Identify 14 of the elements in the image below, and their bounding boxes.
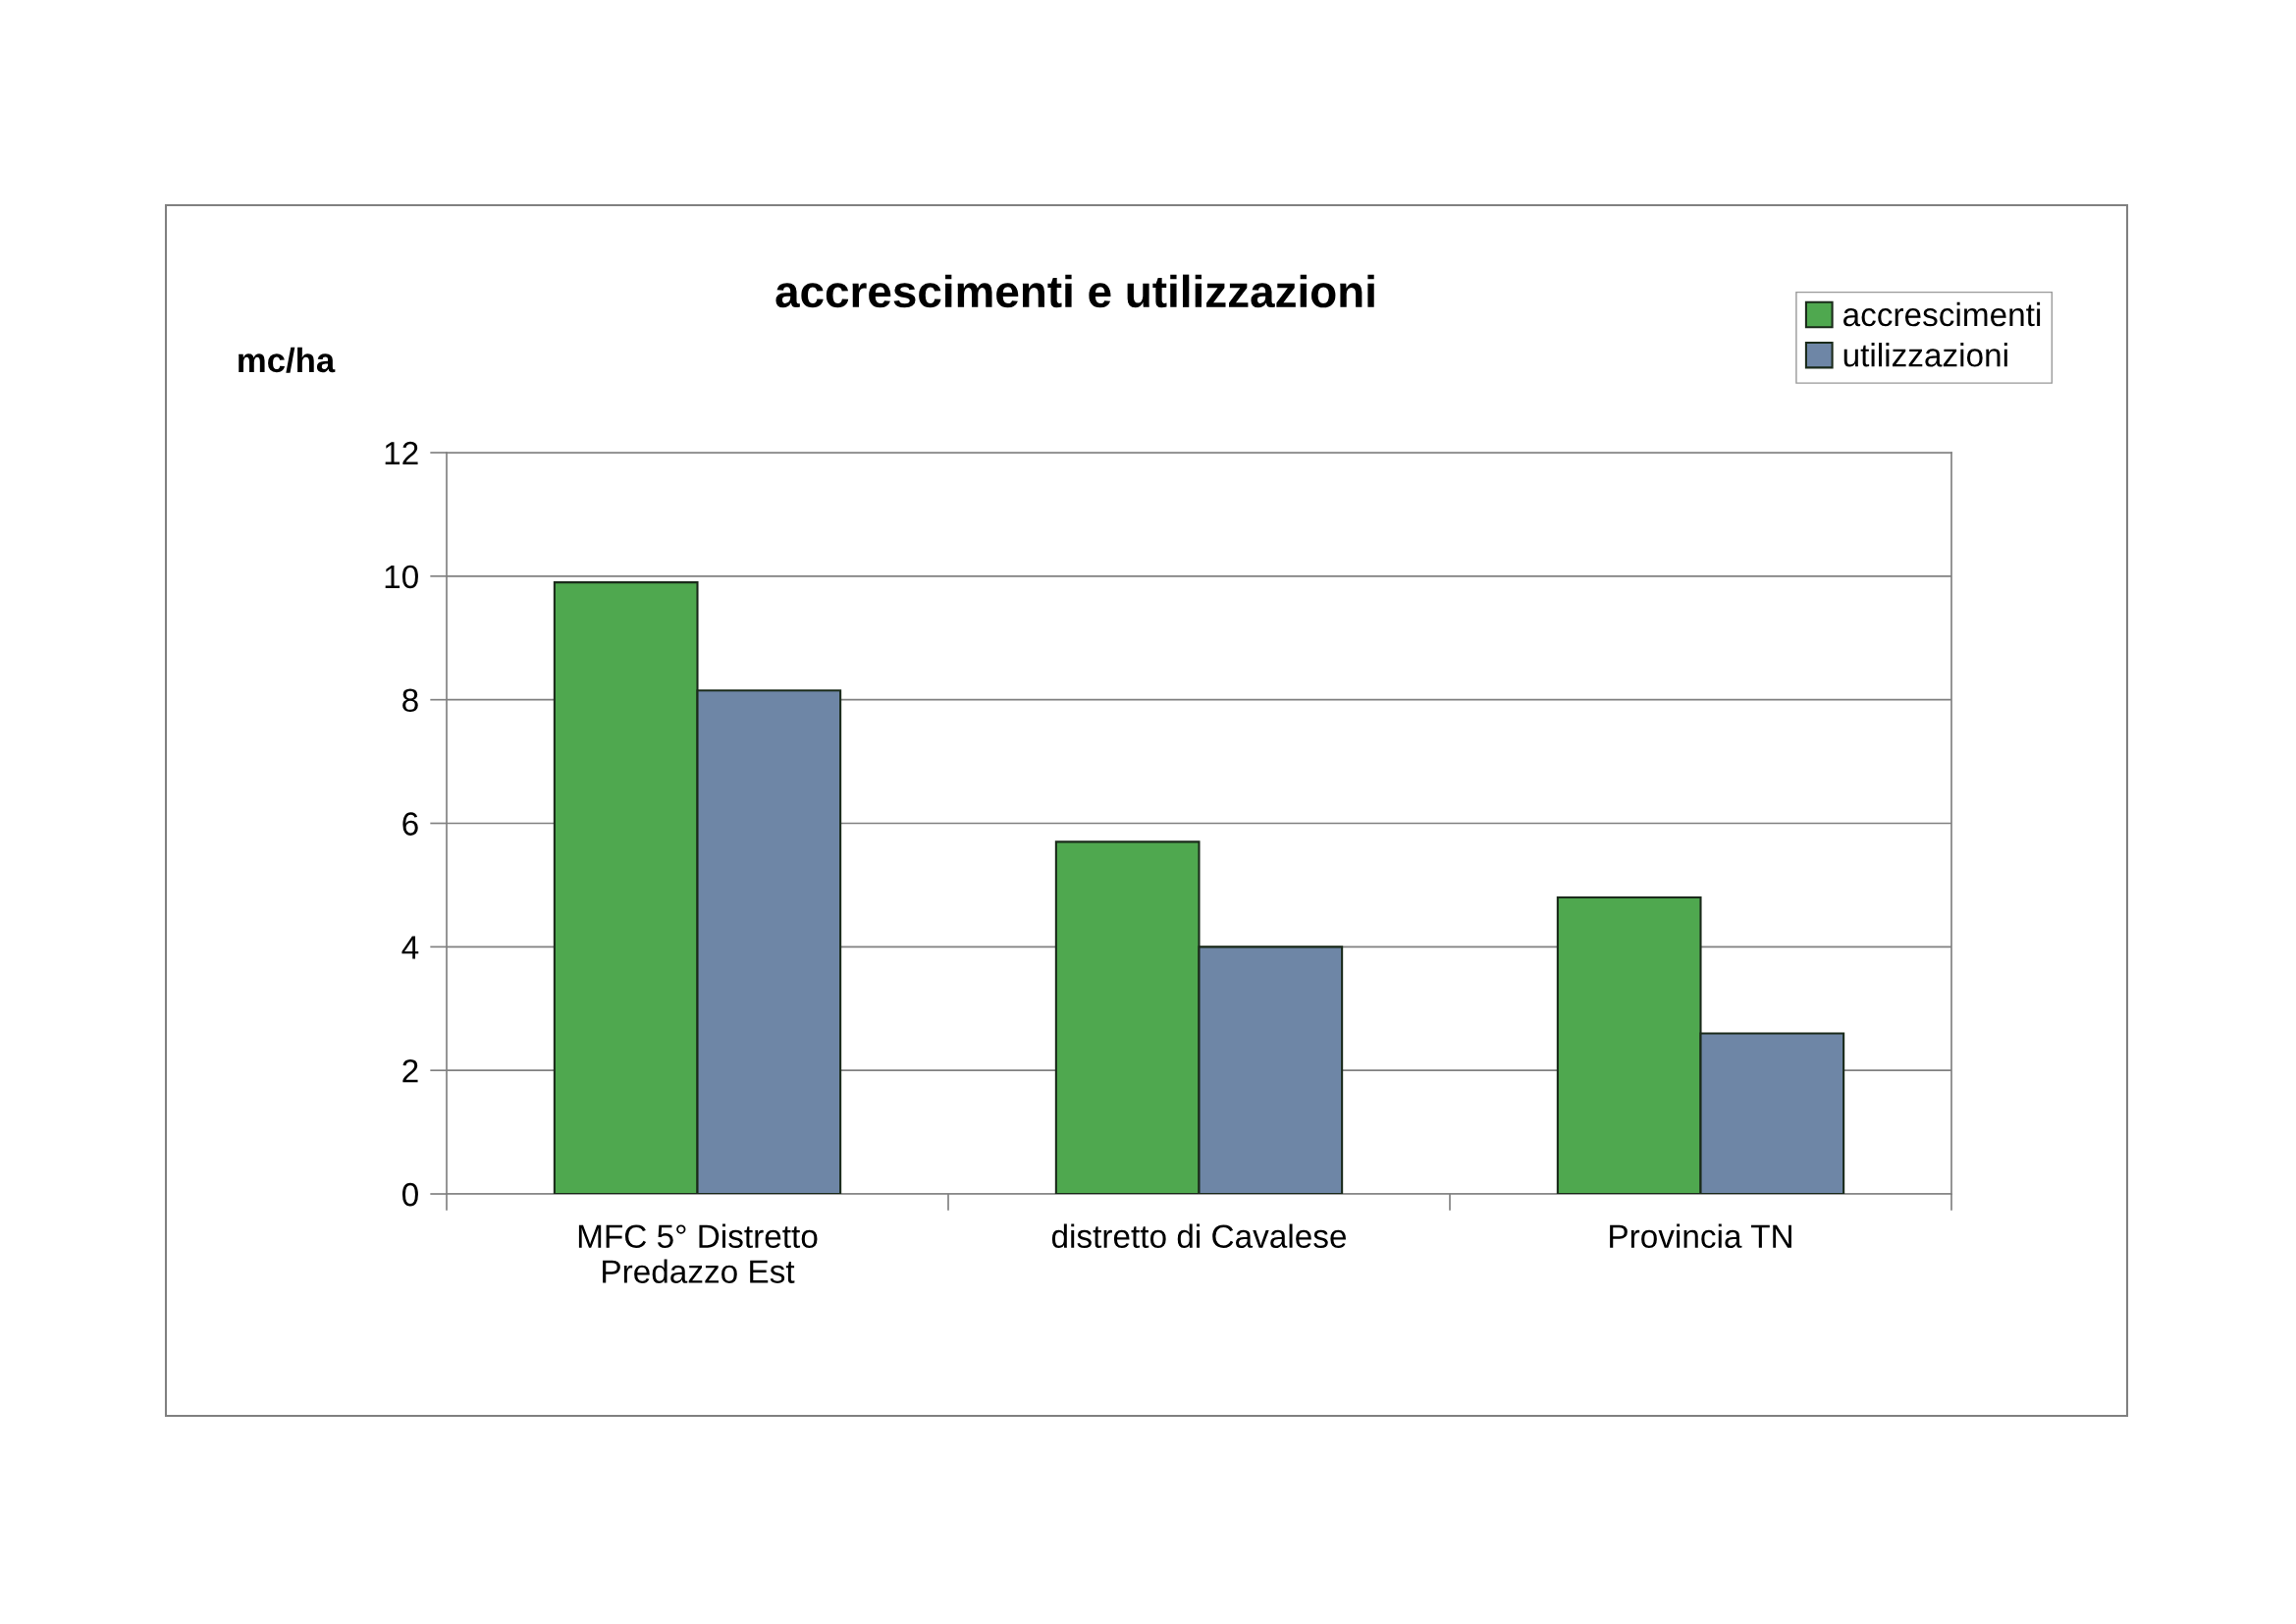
x-tick-label: distretto di Cavalese (1051, 1223, 1347, 1249)
x-tick-label: Provincia TN (1610, 1223, 1791, 1249)
y-tick-label: 2 (402, 1058, 418, 1083)
y-tick-label: 4 (401, 936, 419, 959)
legend-label: utilizzazioni (1843, 343, 2007, 367)
y-tick-label: 12 (385, 441, 418, 465)
y-tick-label: 6 (402, 812, 418, 836)
y-tick-label: 0 (401, 1182, 418, 1207)
legend-label: accrescimenti (1843, 301, 2041, 327)
chart-title: accrescimenti e utilizzazioni (775, 274, 1374, 308)
y-axis-title: mc/ha (239, 347, 336, 373)
x-tick-label: MFC 5° Distretto Predazzo Est (578, 1223, 818, 1283)
y-tick-label: 8 (402, 688, 418, 713)
y-tick-label: 10 (385, 565, 418, 589)
